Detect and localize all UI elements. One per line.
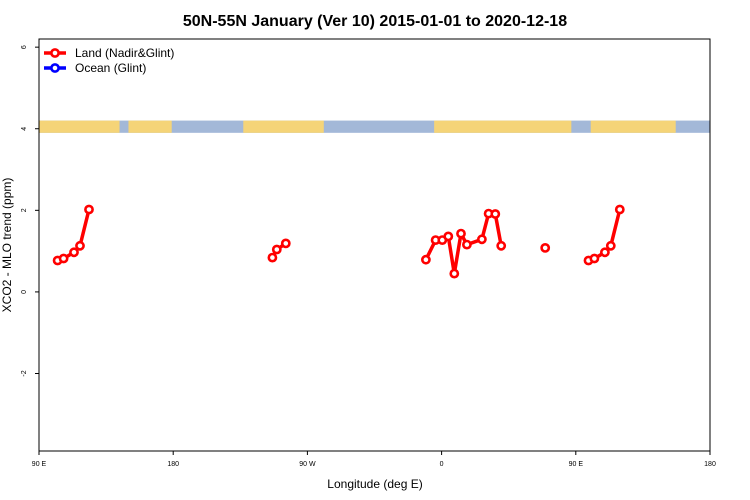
land-band: [243, 120, 324, 133]
y-tick-label: 0: [21, 290, 28, 294]
data-point: [456, 228, 466, 239]
x-tick-label: 90 E: [569, 461, 584, 468]
data-point: [589, 253, 600, 264]
land-band: [590, 120, 676, 133]
x-tick-label: 90 E: [32, 461, 47, 468]
legend-label: Ocean (Glint): [75, 61, 146, 75]
chart-title: 50N-55N January (Ver 10) 2015-01-01 to 2…: [183, 13, 567, 30]
y-tick-label: 4: [21, 127, 28, 131]
x-tick-label: 90 W: [299, 461, 316, 468]
data-point: [280, 238, 291, 249]
legend-swatch-marker: [50, 48, 60, 58]
data-point: [490, 209, 501, 219]
data-point: [267, 252, 278, 263]
data-point: [58, 253, 69, 264]
series-group: [52, 204, 625, 279]
legend: Land (Nadir&Glint)Ocean (Glint): [44, 46, 174, 75]
data-point: [84, 204, 94, 215]
data-point: [69, 247, 79, 258]
data-point: [75, 240, 85, 251]
x-tick-label: 180: [167, 461, 179, 468]
plot-frame: [38, 38, 711, 452]
x-axis-label: Longitude (deg E): [327, 477, 422, 491]
data-point: [476, 234, 487, 245]
data-point: [600, 247, 610, 258]
legend-swatch-marker: [50, 63, 60, 73]
data-point: [614, 204, 625, 215]
land-band: [128, 120, 172, 133]
data-point: [496, 240, 507, 251]
data-point: [461, 239, 472, 250]
land-ocean-strip: [39, 120, 710, 133]
data-point: [271, 244, 282, 255]
x-tick-label: 180: [704, 461, 716, 468]
axes: 90 E 180 90 W 0 90 E 180 -2 0 2 4 6: [21, 45, 716, 468]
data-point: [449, 268, 460, 279]
legend-label: Land (Nadir&Glint): [75, 46, 174, 60]
series-layer: [52, 204, 625, 279]
x-tick-label: 0: [440, 461, 444, 468]
y-tick-label: -2: [21, 370, 28, 376]
y-tick-label: 2: [21, 208, 28, 212]
y-axis-label: XCO2 - MLO trend (ppm): [0, 178, 14, 313]
data-point: [605, 240, 616, 251]
land-band: [434, 120, 572, 133]
data-point: [443, 231, 454, 242]
data-point: [420, 254, 431, 265]
y-tick-label: 6: [21, 45, 28, 49]
land-band: [39, 120, 120, 133]
data-point: [540, 242, 551, 253]
